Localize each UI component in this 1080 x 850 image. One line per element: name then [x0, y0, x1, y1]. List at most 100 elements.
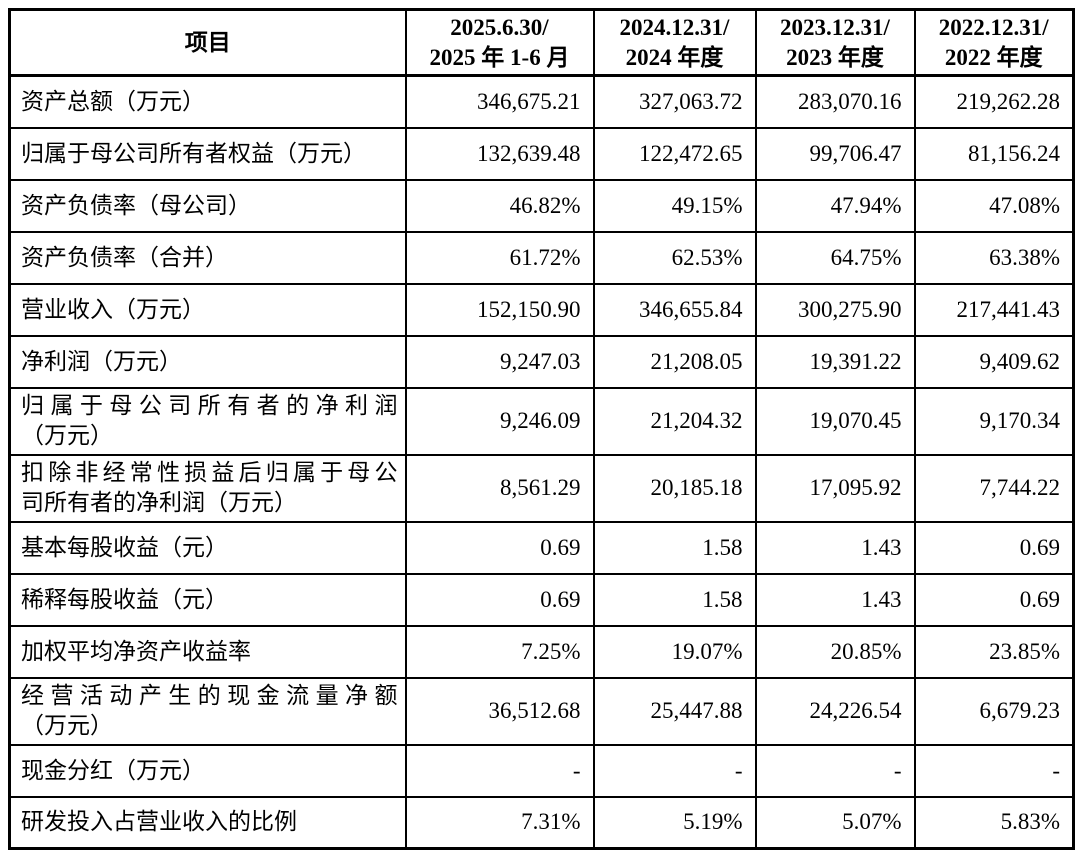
value-cell: 7,744.22 [913, 453, 1075, 523]
value-cell: 5.83% [913, 795, 1075, 850]
value-cell: 1.58 [592, 520, 757, 575]
row-label: 加权平均净资产收益率 [8, 624, 407, 679]
table-row: 扣除非经常性损益后归属于母公 司所有者的净利润（万元） 8,561.29 20,185… [8, 453, 1075, 523]
value-cell: 47.08% [913, 178, 1075, 233]
header-period-2025h1: 2025.6.30/ 2025 年 1-6 月 [404, 8, 595, 77]
value-cell: 25,447.88 [592, 676, 757, 746]
value-cell: 49.15% [592, 178, 757, 233]
table-row: 加权平均净资产收益率 7.25% 19.07% 20.85% 23.85% [8, 624, 1075, 679]
value-cell: 1.58 [592, 572, 757, 627]
value-cell: 300,275.90 [754, 282, 916, 337]
value-cell: 346,655.84 [592, 282, 757, 337]
row-label: 现金分红（万元） [8, 743, 407, 798]
table-row: 现金分红（万元） - - - - [8, 743, 1075, 798]
table-row: 稀释每股收益（元） 0.69 1.58 1.43 0.69 [8, 572, 1075, 627]
value-cell: 346,675.21 [404, 74, 595, 129]
row-label: 扣除非经常性损益后归属于母公 司所有者的净利润（万元） [8, 453, 407, 523]
value-cell: - [404, 743, 595, 798]
value-cell: - [913, 743, 1075, 798]
financial-summary-table: 项目 2025.6.30/ 2025 年 1-6 月 2024.12.31/ 2… [8, 8, 1075, 850]
header-period-date: 2022.12.31/ [938, 14, 1049, 40]
value-cell: 327,063.72 [592, 74, 757, 129]
value-cell: 152,150.90 [404, 282, 595, 337]
value-cell: 0.69 [404, 520, 595, 575]
value-cell: 9,409.62 [913, 334, 1075, 389]
value-cell: 1.43 [754, 520, 916, 575]
value-cell: 19,070.45 [754, 386, 916, 456]
row-label: 研发投入占营业收入的比例 [8, 795, 407, 850]
value-cell: 1.43 [754, 572, 916, 627]
value-cell: 46.82% [404, 178, 595, 233]
table-row: 研发投入占营业收入的比例 7.31% 5.19% 5.07% 5.83% [8, 795, 1075, 850]
row-label: 基本每股收益（元） [8, 520, 407, 575]
value-cell: 219,262.28 [913, 74, 1075, 129]
header-period-date: 2025.6.30/ [450, 14, 549, 40]
row-label: 资产总额（万元） [8, 74, 407, 129]
value-cell: 24,226.54 [754, 676, 916, 746]
value-cell: 21,204.32 [592, 386, 757, 456]
value-cell: 283,070.16 [754, 74, 916, 129]
table-row: 基本每股收益（元） 0.69 1.58 1.43 0.69 [8, 520, 1075, 575]
value-cell: 81,156.24 [913, 126, 1075, 181]
value-cell: 17,095.92 [754, 453, 916, 523]
value-cell: 7.31% [404, 795, 595, 850]
value-cell: 36,512.68 [404, 676, 595, 746]
value-cell: 61.72% [404, 230, 595, 285]
value-cell: 9,246.09 [404, 386, 595, 456]
table-row: 归属于母公司所有者权益（万元） 132,639.48 122,472.65 99,70… [8, 126, 1075, 181]
header-period-2023: 2023.12.31/ 2023 年度 [754, 8, 916, 77]
value-cell: 0.69 [913, 572, 1075, 627]
value-cell: 9,247.03 [404, 334, 595, 389]
value-cell: 23.85% [913, 624, 1075, 679]
value-cell: 99,706.47 [754, 126, 916, 181]
header-period-date: 2023.12.31/ [780, 14, 890, 40]
value-cell: 19,391.22 [754, 334, 916, 389]
value-cell: 21,208.05 [592, 334, 757, 389]
table-row: 经营活动产生的现金流量净额 （万元） 36,512.68 25,447.88 24,22… [8, 676, 1075, 746]
value-cell: 0.69 [404, 572, 595, 627]
value-cell: 6,679.23 [913, 676, 1075, 746]
value-cell: 5.07% [754, 795, 916, 850]
row-label: 营业收入（万元） [8, 282, 407, 337]
value-cell: 19.07% [592, 624, 757, 679]
header-row: 项目 2025.6.30/ 2025 年 1-6 月 2024.12.31/ 2… [8, 8, 1075, 77]
value-cell: 7.25% [404, 624, 595, 679]
header-period-range: 2023 年度 [786, 44, 884, 70]
row-label: 归属于母公司所有者权益（万元） [8, 126, 407, 181]
value-cell: 217,441.43 [913, 282, 1075, 337]
header-period-2022: 2022.12.31/ 2022 年度 [913, 8, 1075, 77]
header-period-2024: 2024.12.31/ 2024 年度 [592, 8, 757, 77]
value-cell: - [754, 743, 916, 798]
value-cell: 5.19% [592, 795, 757, 850]
header-period-range: 2024 年度 [625, 44, 724, 70]
value-cell: 132,639.48 [404, 126, 595, 181]
row-label: 归属于母公司所有者的净利润 （万元） [8, 386, 407, 456]
row-label: 资产负债率（合并） [8, 230, 407, 285]
row-label: 稀释每股收益（元） [8, 572, 407, 627]
table-row: 净利润（万元） 9,247.03 21,208.05 19,391.22 9,409.6… [8, 334, 1075, 389]
row-label: 经营活动产生的现金流量净额 （万元） [8, 676, 407, 746]
row-label: 净利润（万元） [8, 334, 407, 389]
header-item-column: 项目 [8, 8, 407, 77]
table-row: 归属于母公司所有者的净利润 （万元） 9,246.09 21,204.32 19,070… [8, 386, 1075, 456]
header-period-range: 2025 年 1-6 月 [429, 44, 570, 70]
table-row: 资产负债率（合并） 61.72% 62.53% 64.75% 63.38% [8, 230, 1075, 285]
value-cell: 64.75% [754, 230, 916, 285]
value-cell: 0.69 [913, 520, 1075, 575]
table-row: 营业收入（万元） 152,150.90 346,655.84 300,275.90 21… [8, 282, 1075, 337]
table-row: 资产负债率（母公司） 46.82% 49.15% 47.94% 47.08% [8, 178, 1075, 233]
header-period-range: 2022 年度 [944, 44, 1043, 70]
row-label: 资产负债率（母公司） [8, 178, 407, 233]
value-cell: 122,472.65 [592, 126, 757, 181]
value-cell: 47.94% [754, 178, 916, 233]
value-cell: 20,185.18 [592, 453, 757, 523]
value-cell: 9,170.34 [913, 386, 1075, 456]
value-cell: 62.53% [592, 230, 757, 285]
value-cell: 8,561.29 [404, 453, 595, 523]
header-period-date: 2024.12.31/ [619, 14, 730, 40]
value-cell: 20.85% [754, 624, 916, 679]
value-cell: - [592, 743, 757, 798]
value-cell: 63.38% [913, 230, 1075, 285]
table-row: 资产总额（万元） 346,675.21 327,063.72 283,070.16 21… [8, 74, 1075, 129]
